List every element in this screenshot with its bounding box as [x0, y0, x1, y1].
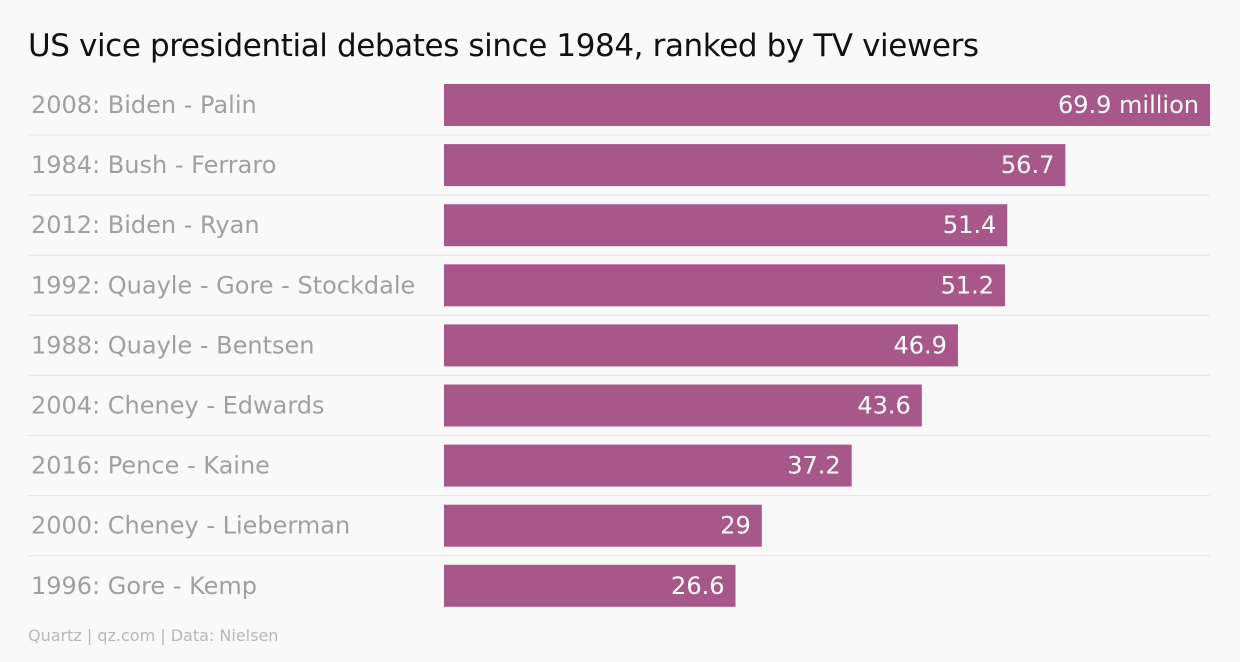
- bar: [444, 384, 922, 427]
- category-label: 1992: Quayle - Gore - Stockdale: [31, 271, 415, 299]
- bar: [444, 564, 736, 607]
- bar: [444, 144, 1066, 187]
- data-label: 56.7: [1001, 151, 1054, 179]
- chart-title: US vice presidential debates since 1984,…: [28, 28, 979, 64]
- data-label: 37.2: [787, 452, 840, 480]
- data-label: 51.2: [941, 271, 994, 299]
- data-label: 51.4: [943, 211, 996, 239]
- category-label: 2004: Cheney - Edwards: [31, 392, 325, 420]
- source-footer: Quartz | qz.com | Data: Nielsen: [28, 626, 279, 645]
- data-label: 43.6: [857, 392, 910, 420]
- bar: [444, 84, 1210, 126]
- category-label: 2016: Pence - Kaine: [31, 452, 270, 480]
- bar: [444, 204, 1008, 247]
- category-label: 1984: Bush - Ferraro: [31, 151, 276, 179]
- data-label: 69.9 million: [1058, 91, 1199, 119]
- category-label: 2008: Biden - Palin: [31, 91, 257, 119]
- data-label: 26.6: [671, 572, 724, 600]
- category-label: 2012: Biden - Ryan: [31, 211, 260, 239]
- bar: [444, 504, 762, 547]
- category-label: 1996: Gore - Kemp: [31, 572, 257, 600]
- data-label: 29: [720, 512, 751, 540]
- category-label: 2000: Cheney - Lieberman: [31, 512, 350, 540]
- data-label: 46.9: [894, 331, 947, 359]
- category-label: 1988: Quayle - Bentsen: [31, 331, 315, 359]
- bar: [444, 444, 852, 487]
- bar: [444, 324, 958, 367]
- bar: [444, 264, 1006, 307]
